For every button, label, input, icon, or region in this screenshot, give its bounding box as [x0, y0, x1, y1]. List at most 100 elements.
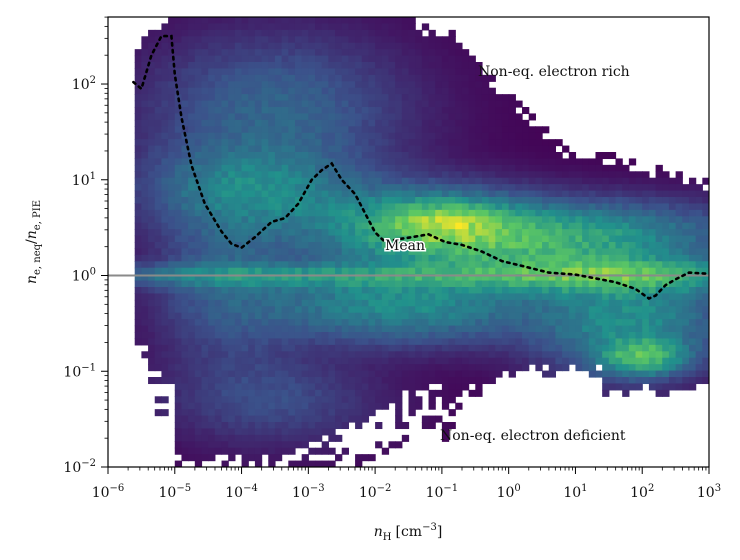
heatmap-cell: [181, 139, 189, 147]
heatmap-cell: [662, 377, 670, 385]
heatmap-cell: [682, 306, 690, 314]
heatmap-cell: [481, 248, 490, 256]
heatmap-cell: [248, 42, 256, 50]
heatmap-cell: [241, 158, 249, 166]
heatmap-cell: [595, 203, 603, 211]
heatmap-cell: [335, 299, 343, 307]
heatmap-cell: [328, 62, 336, 70]
heatmap-cell: [542, 164, 550, 172]
heatmap-cell: [234, 139, 243, 147]
heatmap-cell: [221, 351, 229, 359]
heatmap-cell: [481, 274, 490, 282]
heatmap-cell: [368, 94, 376, 102]
heatmap-cell: [134, 68, 142, 76]
heatmap-cell: [501, 319, 510, 327]
heatmap-cell: [214, 113, 223, 121]
heatmap-cell: [522, 325, 530, 333]
heatmap-cell: [361, 68, 370, 76]
heatmap-cell: [568, 209, 577, 217]
heatmap-cell: [568, 293, 577, 301]
heatmap-cell: [448, 332, 456, 340]
heatmap-cell: [428, 74, 436, 82]
heatmap-cell: [481, 222, 490, 230]
heatmap-cell: [188, 62, 196, 70]
heatmap-cell: [168, 55, 176, 63]
heatmap-cell: [548, 216, 557, 224]
heatmap-cell: [368, 49, 376, 57]
heatmap-cell: [361, 319, 370, 327]
heatmap-cell: [274, 222, 283, 230]
heatmap-cell: [635, 177, 643, 185]
heatmap-cell: [241, 396, 249, 404]
heatmap-cell: [301, 55, 309, 63]
heatmap-cell: [168, 370, 176, 378]
heatmap-cell: [221, 190, 229, 198]
heatmap-cell: [568, 184, 577, 192]
heatmap-cell: [648, 216, 657, 224]
heatmap-cell: [341, 319, 349, 327]
heatmap-cell: [148, 190, 156, 198]
heatmap-cell: [348, 254, 356, 262]
heatmap-cell: [381, 36, 390, 44]
heatmap-cell: [361, 293, 370, 301]
heatmap-cell: [575, 319, 583, 327]
heatmap-cell: [648, 312, 657, 320]
heatmap-cell: [208, 364, 216, 372]
heatmap-cell: [655, 209, 663, 217]
heatmap-cell: [248, 94, 256, 102]
heatmap-cell: [154, 197, 163, 205]
heatmap-cell: [228, 422, 236, 430]
heatmap-cell: [675, 299, 683, 307]
heatmap-cell: [555, 242, 563, 250]
heatmap-cell: [435, 338, 443, 346]
heatmap-cell: [315, 184, 323, 192]
heatmap-cell: [582, 306, 590, 314]
heatmap-cell: [194, 36, 203, 44]
heatmap-cell: [395, 190, 403, 198]
heatmap-cell: [695, 242, 703, 250]
heatmap-cell: [602, 389, 610, 397]
heatmap-cell: [441, 261, 450, 269]
heatmap-cell: [268, 306, 276, 314]
heatmap-cell: [335, 139, 343, 147]
heatmap-cell: [615, 222, 623, 230]
heatmap-cell: [341, 55, 349, 63]
heatmap-cell: [528, 190, 536, 198]
heatmap-cell: [475, 357, 483, 365]
heatmap-cell: [268, 177, 276, 185]
heatmap-cell: [221, 177, 229, 185]
heatmap-cell: [161, 248, 169, 256]
heatmap-cell: [602, 248, 610, 256]
heatmap-cell: [268, 235, 276, 243]
heatmap-cell: [321, 68, 329, 76]
heatmap-cell: [662, 209, 670, 217]
heatmap-cell: [315, 17, 323, 25]
heatmap-cell: [582, 254, 590, 262]
heatmap-cell: [642, 203, 650, 211]
heatmap-cell: [348, 389, 356, 397]
heatmap-cell: [188, 242, 196, 250]
heatmap-cell: [288, 158, 296, 166]
heatmap-cell: [241, 377, 249, 385]
heatmap-cell: [348, 81, 356, 89]
heatmap-cell: [508, 242, 516, 250]
heatmap-cell: [348, 42, 356, 50]
heatmap-cell: [515, 139, 523, 147]
heatmap-cell: [488, 293, 496, 301]
heatmap-cell: [381, 49, 390, 57]
heatmap-cell: [608, 248, 617, 256]
heatmap-cell: [141, 267, 149, 275]
heatmap-cell: [281, 126, 289, 134]
heatmap-cell: [355, 274, 363, 282]
heatmap-cell: [315, 139, 323, 147]
heatmap-cell: [174, 415, 183, 423]
heatmap-cell: [455, 158, 463, 166]
heatmap-cell: [675, 229, 683, 237]
heatmap-cell: [261, 370, 269, 378]
heatmap-cell: [201, 306, 209, 314]
heatmap-cell: [468, 107, 476, 115]
heatmap-cell: [635, 261, 643, 269]
heatmap-cell: [408, 274, 416, 282]
heatmap-cell: [688, 370, 697, 378]
heatmap-cell: [662, 254, 670, 262]
